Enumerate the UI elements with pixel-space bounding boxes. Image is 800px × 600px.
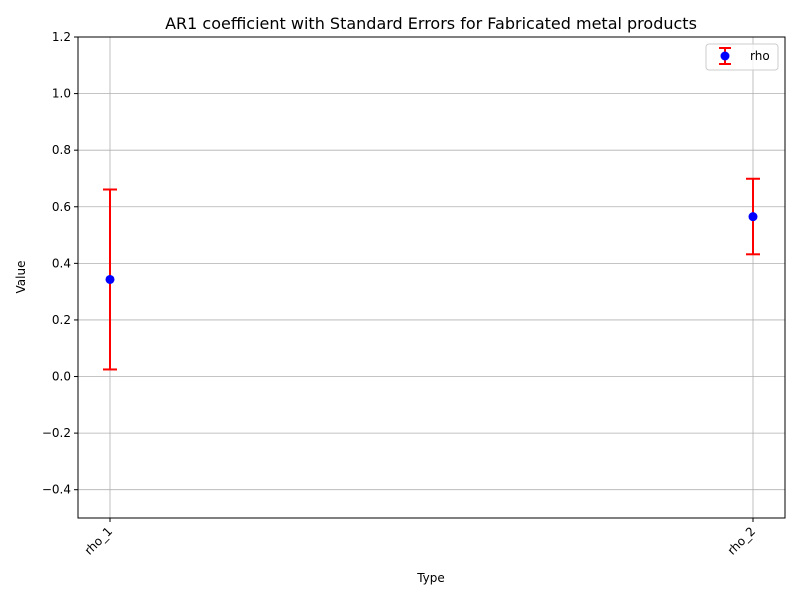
legend-label: rho: [750, 49, 770, 63]
x-tick-label: rho_1: [82, 524, 115, 557]
data-point: [105, 274, 115, 284]
x-axis: rho_1 rho_2: [82, 518, 758, 558]
y-tick-label: 1.0: [52, 87, 71, 101]
data-point: [748, 212, 758, 222]
y-tick-label: 0.8: [52, 143, 71, 157]
chart-title: AR1 coefficient with Standard Errors for…: [165, 14, 697, 33]
data-marks: [103, 177, 760, 371]
plot-frame: [77, 36, 786, 519]
y-tick-label: 0.6: [52, 200, 71, 214]
grid-lines: [78, 36, 785, 518]
y-axis: −0.4 −0.2 0.0 0.2 0.4 0.6 0.8 1.0 1.2: [42, 30, 78, 497]
y-tick-label: 1.2: [52, 30, 71, 44]
y-tick-label: 0.0: [52, 370, 71, 384]
legend: rho: [705, 43, 779, 71]
y-axis-label: Value: [14, 261, 28, 294]
x-axis-label: Type: [416, 571, 445, 585]
y-tick-label: 0.4: [52, 256, 71, 270]
x-tick-label: rho_2: [725, 524, 758, 557]
y-tick-label: 0.2: [52, 313, 71, 327]
legend-marker: [720, 51, 730, 61]
y-tick-label: −0.2: [42, 426, 71, 440]
y-tick-label: −0.4: [42, 483, 71, 497]
